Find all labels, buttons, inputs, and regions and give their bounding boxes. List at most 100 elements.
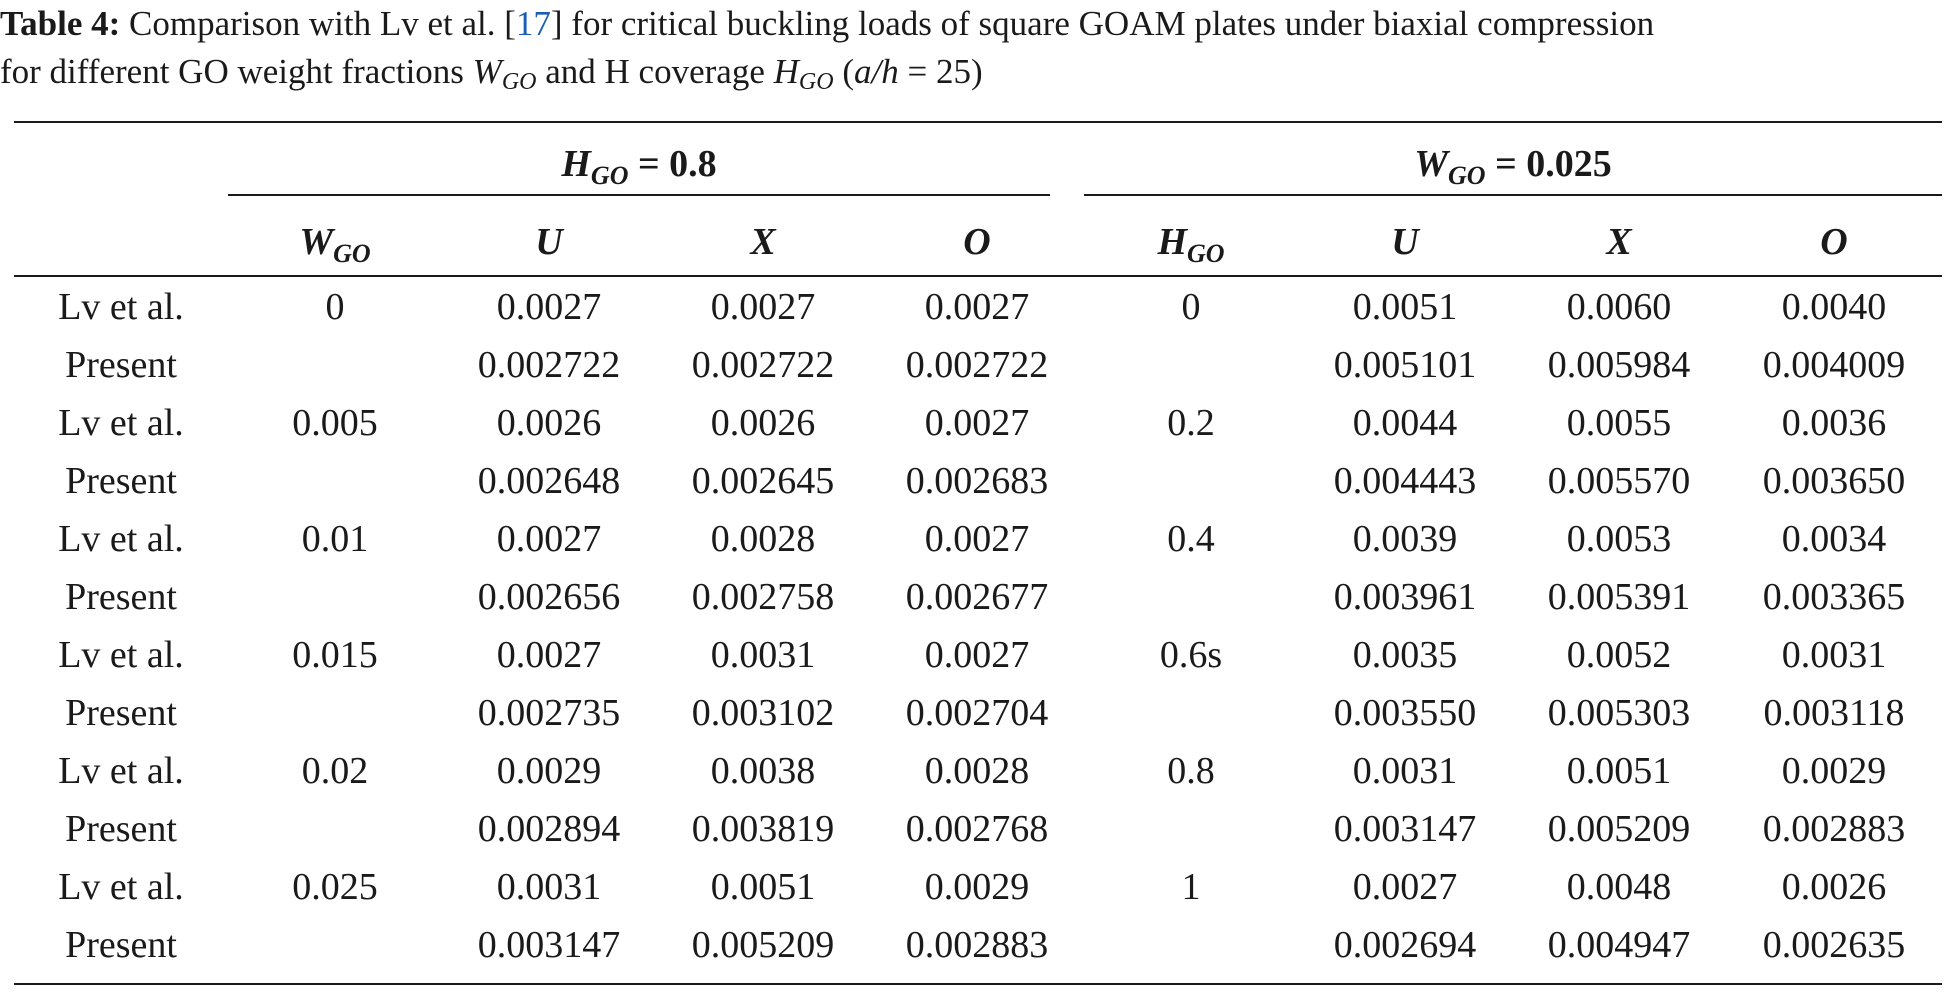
bottom-rule: [14, 983, 1942, 985]
x-left-cell: 0.003102: [691, 692, 835, 734]
group-rule-right: [1084, 194, 1942, 196]
o-right-cell: 0.002635: [1762, 924, 1906, 966]
o-left-cell: 0.002722: [905, 344, 1049, 386]
x-right-cell: 0.0052: [1566, 634, 1672, 676]
u-right-cell: 0.0035: [1352, 634, 1458, 676]
u-left-cell: 0.0027: [496, 518, 602, 560]
o-left-cell: 0.0027: [924, 286, 1030, 328]
u-left-cell: 0.0027: [496, 634, 602, 676]
u-left-cell: 0.0026: [496, 402, 602, 444]
col-header-x-left: X: [750, 221, 776, 263]
caption-ratio: a/h: [853, 52, 899, 91]
x-left-cell: 0.002758: [691, 576, 835, 618]
o-left-cell: 0.0029: [924, 866, 1030, 908]
row-label: Lv et al.: [58, 866, 184, 908]
o-left-cell: 0.002883: [905, 924, 1049, 966]
x-left-cell: 0.003819: [691, 808, 835, 850]
h-go-cell: 0.2: [1167, 402, 1215, 444]
u-left-cell: 0.002648: [477, 460, 621, 502]
caption-text: Comparison with Lv et al. [: [120, 4, 516, 43]
x-left-cell: 0.0051: [710, 866, 816, 908]
x-left-cell: 0.0038: [710, 750, 816, 792]
citation-link[interactable]: 17: [515, 4, 551, 43]
x-left-cell: 0.0026: [710, 402, 816, 444]
o-left-cell: 0.0027: [924, 402, 1030, 444]
u-right-cell: 0.0051: [1352, 286, 1458, 328]
x-right-cell: 0.004947: [1547, 924, 1691, 966]
u-right-cell: 0.0039: [1352, 518, 1458, 560]
o-left-cell: 0.002683: [905, 460, 1049, 502]
h-go-cell: [1084, 568, 1298, 626]
x-left-cell: 0.0028: [710, 518, 816, 560]
group-header-right: WGO = 0.025: [1414, 143, 1612, 190]
w-go-cell: [228, 568, 442, 626]
table-row: Lv et al. 0 0.0027 0.0027 0.0027 0 0.0051 0.006…: [14, 278, 1942, 336]
row-label: Lv et al.: [58, 286, 184, 328]
data-table: Lv et al. 0 0.0027 0.0027 0.0027 0 0.0051 0.006…: [14, 278, 1942, 974]
u-left-cell: 0.002656: [477, 576, 621, 618]
w-go-cell: 0.015: [292, 634, 378, 676]
top-rule: [14, 121, 1942, 123]
col-header-o-right: O: [1820, 221, 1848, 263]
w-go-cell: 0.01: [301, 518, 369, 560]
u-left-cell: 0.0027: [496, 286, 602, 328]
x-right-cell: 0.005984: [1547, 344, 1691, 386]
row-label: Lv et al.: [58, 750, 184, 792]
caption-w-symbol: W: [472, 52, 502, 91]
w-go-cell: [228, 452, 442, 510]
table-row: Present 0.002648 0.002645 0.002683 0.004443 0…: [14, 452, 1942, 510]
x-left-cell: 0.005209: [691, 924, 835, 966]
row-label: Lv et al.: [58, 402, 184, 444]
group-header-left: HGO = 0.8: [561, 143, 717, 190]
h-go-cell: 1: [1181, 866, 1201, 908]
col-header-w-go: WGO: [299, 221, 371, 268]
u-right-cell: 0.0044: [1352, 402, 1458, 444]
o-left-cell: 0.002704: [905, 692, 1049, 734]
table-row: Lv et al. 0.02 0.0029 0.0038 0.0028 0.8 0.0031…: [14, 742, 1942, 800]
h-go-cell: [1084, 800, 1298, 858]
u-right-cell: 0.0031: [1352, 750, 1458, 792]
row-label: Lv et al.: [58, 518, 184, 560]
o-right-cell: 0.002883: [1762, 808, 1906, 850]
u-left-cell: 0.002722: [477, 344, 621, 386]
x-right-cell: 0.0048: [1566, 866, 1672, 908]
u-right-cell: 0.005101: [1333, 344, 1477, 386]
o-left-cell: 0.0027: [924, 634, 1030, 676]
u-left-cell: 0.003147: [477, 924, 621, 966]
o-right-cell: 0.0029: [1781, 750, 1887, 792]
table-row: Present 0.002722 0.002722 0.002722 0.005101 0…: [14, 336, 1942, 394]
o-right-cell: 0.003118: [1763, 692, 1905, 734]
row-label: Lv et al.: [58, 634, 184, 676]
table-row: Lv et al. 0.01 0.0027 0.0028 0.0027 0.4 0.0039…: [14, 510, 1942, 568]
x-right-cell: 0.0051: [1566, 750, 1672, 792]
col-header-u-right: U: [1391, 221, 1419, 263]
u-right-cell: 0.003961: [1333, 576, 1477, 618]
x-right-cell: 0.005303: [1547, 692, 1691, 734]
x-right-cell: 0.005570: [1547, 460, 1691, 502]
x-left-cell: 0.002645: [691, 460, 835, 502]
header-rule: [14, 275, 1942, 277]
u-left-cell: 0.002735: [477, 692, 621, 734]
u-right-cell: 0.003550: [1333, 692, 1477, 734]
caption-text: ] for critical buckling loads of square …: [550, 4, 1655, 43]
u-right-cell: 0.003147: [1333, 808, 1477, 850]
table-row: Present 0.003147 0.005209 0.002883 0.002694 0…: [14, 916, 1942, 974]
h-go-cell: [1084, 916, 1298, 974]
x-right-cell: 0.005209: [1547, 808, 1691, 850]
table-row: Present 0.002894 0.003819 0.002768 0.003147 0…: [14, 800, 1942, 858]
x-right-cell: 0.005391: [1547, 576, 1691, 618]
h-go-cell: [1084, 452, 1298, 510]
group-rule-left: [228, 194, 1050, 196]
o-right-cell: 0.0040: [1781, 286, 1887, 328]
o-left-cell: 0.0027: [924, 518, 1030, 560]
w-go-cell: 0.02: [301, 750, 369, 792]
col-header-h-go: HGO: [1157, 221, 1225, 268]
o-left-cell: 0.0028: [924, 750, 1030, 792]
table-row: Lv et al. 0.015 0.0027 0.0031 0.0027 0.6s 0.00…: [14, 626, 1942, 684]
u-right-cell: 0.002694: [1333, 924, 1477, 966]
o-right-cell: 0.0026: [1781, 866, 1887, 908]
h-go-cell: 0.8: [1167, 750, 1215, 792]
x-left-cell: 0.0027: [710, 286, 816, 328]
row-label: Present: [65, 460, 177, 502]
o-right-cell: 0.0031: [1781, 634, 1887, 676]
